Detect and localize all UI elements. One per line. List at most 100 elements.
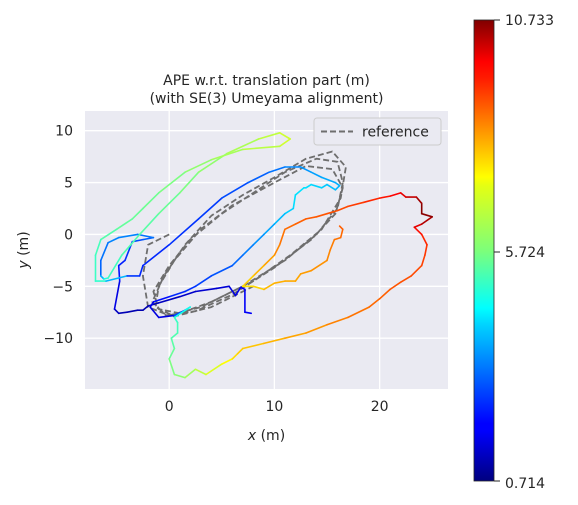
estimate-segment [173,316,179,324]
estimate-segment [94,238,102,256]
estimate-segment [242,275,255,288]
plot-area: 0 10 20 10 5 0 −5 −10 [43,111,448,415]
estimate-segment [184,285,197,293]
estimate-segment [263,282,276,291]
estimate-segment [305,216,318,220]
estimate-segment [173,306,191,319]
estimate-segment [294,218,307,225]
estimate-segment [210,264,234,277]
x-axis-unit: (m) [256,428,285,444]
estimate-segment [284,332,307,340]
estimate-segment [142,244,170,267]
estimate-segment [347,306,370,319]
estimate-segment [310,171,323,179]
estimate-segment [338,225,344,231]
estimate-segment [368,297,381,308]
x-tick-labels: 0 10 20 [165,399,389,415]
estimate-segment [389,281,402,291]
colorbar-mid-label: 5.724 [505,245,545,261]
estimate-segment [339,228,344,239]
estimate-segment [242,145,281,151]
estimate-segment [157,192,181,215]
estimate-segment [252,233,265,246]
estimate-segment [378,195,391,199]
estimate-segment [221,358,234,365]
y-axis-label: y (m) [16,231,32,269]
estimate-segment [299,166,313,173]
estimate-segment [226,138,260,155]
estimate-segment [273,280,286,285]
estimate-segment [170,337,176,350]
estimate-segment [178,290,197,298]
estimate-segment [231,254,244,267]
estimate-segment [410,264,423,277]
y-tick-labels: 10 5 0 −5 −10 [43,124,73,347]
estimate-segment [157,295,181,304]
x-tick-label: 0 [165,399,174,415]
estimate-segment [333,236,342,241]
legend-box [313,117,442,146]
axes-background [85,111,448,389]
colorbar-gradient [473,19,495,482]
colorbar-min-label: 0.714 [505,476,545,492]
estimate-segment [147,302,160,307]
estimate-segment [329,238,336,251]
legend: reference [313,117,442,146]
estimate-segment [121,233,141,256]
estimate-segment [194,275,213,288]
estimate-segment [273,212,286,225]
estimate-segment [168,358,176,376]
estimate-segment [149,301,155,308]
estimate-segment [273,244,281,256]
estimate-segment [420,216,434,225]
estimate-segment [320,176,337,184]
estimate-segment [278,228,286,246]
estimate-segment [228,285,237,297]
estimate-segment [115,218,134,231]
estimate-segment [299,269,313,275]
estimate-segment [310,183,323,189]
estimate-segment [326,249,332,262]
estimate-segment [334,181,341,187]
estimate-segment [138,264,144,277]
estimate-segment [234,286,242,297]
estimate-segment [268,166,286,173]
chart-subtitle: (with SE(3) Umeyama alignment) [150,91,384,107]
estimate-segment [205,363,223,376]
estimate-segment [173,373,186,379]
y-axis-var: y [16,260,32,270]
estimate-segment [117,259,126,267]
estimate-segment [305,183,313,189]
estimate-segment [334,184,341,191]
estimate-segment [326,316,349,326]
estimate-segment [184,159,213,173]
estimate-segment [389,192,402,197]
estimate-segment [347,201,365,208]
estimate-segment [278,132,292,140]
estimate-segment [257,132,281,140]
estimate-segment [184,368,197,379]
reference-line [141,150,347,318]
estimate-segment [247,171,270,184]
x-axis-var: x [247,428,257,444]
estimate-segment [263,337,286,345]
estimate-segment [420,212,434,218]
estimate-segment [231,352,239,360]
estimate-segment [168,290,186,298]
estimate-segment [284,223,297,231]
estimate-segment [126,309,139,314]
estimate-segment [399,275,413,284]
estimate-segment [263,223,276,236]
estimate-segment [413,226,423,236]
x-axis-label: x (m) [247,428,285,444]
estimate-segment [194,368,207,376]
estimate-segment [362,197,381,204]
y-tick-label: −5 [52,279,73,295]
estimate-segment [320,183,328,189]
estimate-segment [142,305,149,312]
estimate-segment [420,254,426,267]
estimate-segment [221,181,249,199]
x-tick-label: 10 [265,399,283,415]
estimate-segment [310,259,328,272]
